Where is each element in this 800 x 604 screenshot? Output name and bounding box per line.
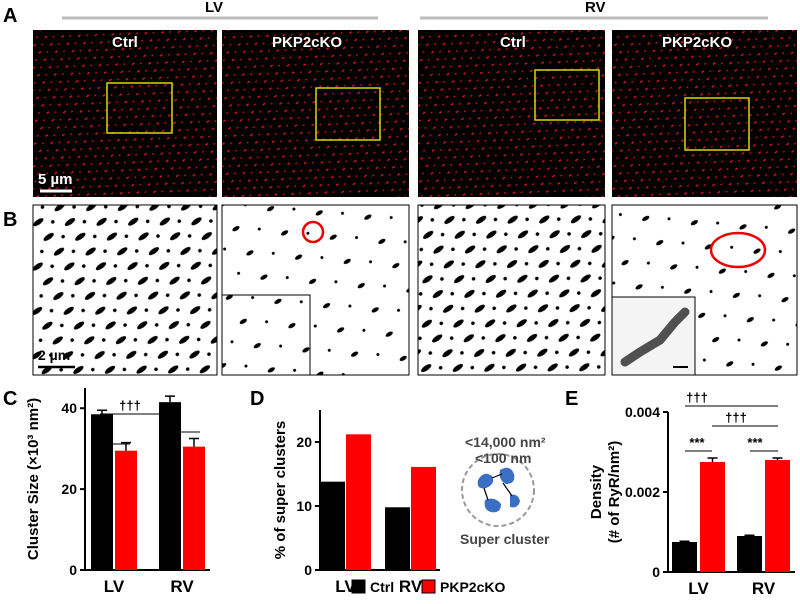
image-label: Ctrl: [112, 34, 138, 51]
y-tick-label: 0: [652, 564, 660, 580]
panel-b-images: [32, 204, 798, 376]
y-axis-label: Cluster Size (×10³ nm²): [25, 398, 42, 560]
annotation: †††: [725, 410, 747, 425]
group-label: LV: [205, 0, 223, 16]
y-tick-label: 40: [61, 400, 77, 416]
x-tick-label: RV: [399, 577, 423, 596]
x-tick-label: LV: [688, 579, 709, 598]
annotation: †††: [686, 390, 708, 405]
error-bar: [772, 457, 783, 460]
diagram-label: <100 nm: [475, 450, 531, 466]
x-tick-label: LV: [104, 577, 125, 596]
super-cluster-diagram: <14,000 nm² <100 nm Super cluster: [460, 434, 550, 547]
diagram-label: Super cluster: [460, 531, 550, 547]
y-tick-label: 20: [296, 434, 312, 450]
panel-a-images: [33, 30, 797, 197]
y-tick-label: 0.002: [625, 484, 660, 500]
y-tick-label: 20: [61, 481, 77, 497]
bar: [700, 462, 725, 572]
y-tick-label: 0: [304, 562, 312, 578]
y-axis-label: % of super clusters: [272, 421, 289, 559]
bar: [411, 466, 436, 570]
bar: [346, 434, 371, 570]
bar: [765, 460, 790, 572]
diagram-label: <14,000 nm²: [465, 434, 546, 450]
bar: [737, 536, 762, 572]
bar: [91, 414, 113, 570]
error-bar: [189, 437, 199, 447]
error-bar: [165, 395, 175, 403]
bar: [159, 402, 181, 570]
panel-letter: D: [250, 388, 264, 410]
image-label: Ctrl: [500, 34, 526, 51]
legend-label: PKP2cKO: [440, 579, 505, 595]
annotation: ***: [689, 435, 705, 450]
image-label: PKP2cKO: [272, 34, 342, 51]
legend-swatch: [421, 579, 436, 594]
y-tick-label: 0: [69, 562, 77, 578]
bar: [115, 450, 137, 570]
annotation: ***: [96, 428, 112, 443]
panel-letter: E: [565, 388, 578, 410]
scale-bar-label: 2 µm: [38, 347, 70, 363]
annotation: ***: [164, 416, 180, 431]
bar: [672, 542, 697, 572]
image-label: PKP2cKO: [662, 34, 732, 51]
error-bar: [707, 457, 718, 462]
group-label: RV: [585, 0, 606, 16]
bar: [320, 481, 345, 570]
panel-letter: A: [3, 5, 17, 27]
legend-swatch: [351, 579, 366, 594]
annotation: †††: [119, 398, 141, 413]
panel-letter: C: [3, 388, 17, 410]
x-tick-label: LV: [335, 577, 356, 596]
error-bar: [679, 540, 690, 542]
annotation: ***: [747, 435, 763, 450]
bar: [183, 446, 205, 570]
legend-label: Ctrl: [370, 579, 394, 595]
y-tick-label: 0.004: [625, 404, 660, 420]
x-tick-label: RV: [752, 579, 776, 598]
y-axis-label: Density: [588, 464, 605, 519]
y-tick-label: 10: [296, 498, 312, 514]
bar: [385, 507, 410, 570]
error-bar: [744, 534, 755, 536]
scale-bar-label: 5 µm: [38, 171, 73, 188]
x-tick-label: RV: [170, 577, 194, 596]
y-axis-label: (# of RyR/nm²): [606, 441, 623, 544]
panel-letter: B: [3, 209, 17, 231]
